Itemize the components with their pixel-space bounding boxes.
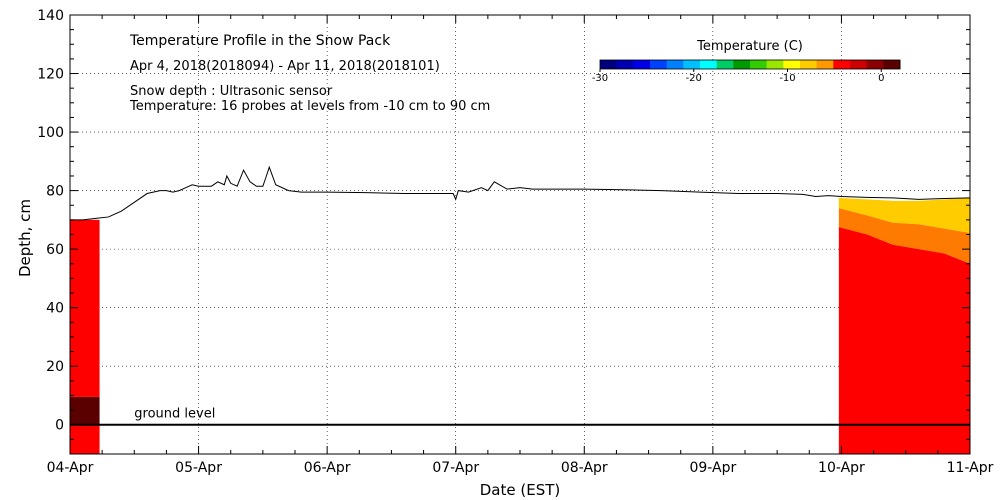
legend-swatch: [850, 60, 868, 69]
legend-swatch: [600, 60, 618, 69]
y-tick-label: 120: [37, 67, 64, 83]
legend-swatch: [833, 60, 851, 69]
legend-colorbar: -30 -20 -10 0: [592, 59, 901, 84]
legend-swatch: [716, 60, 734, 69]
legend-swatch: [733, 60, 751, 69]
x-tick-label: 09-Apr: [689, 460, 736, 476]
x-tick-label: 08-Apr: [561, 460, 608, 476]
x-tick-label: 07-Apr: [432, 460, 479, 476]
legend-swatch: [683, 60, 701, 69]
legend-swatch: [700, 60, 718, 69]
legend-swatch: [816, 60, 834, 69]
temperature-band-orange: [838, 208, 970, 264]
temperature-band: [70, 396, 100, 425]
snow-depth-series: [70, 165, 971, 221]
legend-swatch: [783, 60, 801, 69]
temperature-band: [70, 219, 100, 397]
note-snow-depth: Snow depth : Ultrasonic sensor: [130, 84, 333, 99]
legend-frame: [599, 59, 901, 70]
legend-swatch: [633, 60, 651, 69]
y-tick-label: 60: [46, 242, 64, 258]
legend-swatch: [866, 60, 884, 69]
legend-title: Temperature (C): [696, 39, 803, 54]
chart-title: Temperature Profile in the Snow Pack: [129, 33, 391, 49]
legend-swatch: [616, 60, 634, 69]
x-tick-label: 05-Apr: [175, 460, 222, 476]
axis-ticks: 04-Apr 05-Apr 06-Apr 07-Apr 08-Apr 09-Apr 10-A…: [37, 8, 993, 476]
y-tick-label: 40: [46, 301, 64, 317]
y-tick-label: 80: [46, 184, 64, 200]
y-tick-label: 100: [37, 125, 64, 141]
legend-tick-label: 0: [878, 73, 884, 84]
temperature-fills: [70, 197, 970, 454]
x-axis-label: Date (EST): [480, 481, 561, 499]
note-temperature: Temperature: 16 probes at levels from -1…: [129, 99, 490, 114]
temperature-band-red: [838, 227, 970, 454]
legend-swatch: [800, 60, 818, 69]
snow-depth-line: [70, 165, 971, 221]
x-tick-label: 04-Apr: [47, 460, 94, 476]
legend-tick-label: -30: [592, 73, 608, 84]
legend-tick-label: -20: [686, 73, 702, 84]
legend-swatch: [766, 60, 784, 69]
chart-subtitle: Apr 4, 2018(2018094) - Apr 11, 2018(2018…: [130, 59, 440, 74]
legend-swatch: [666, 60, 684, 69]
legend-swatch: [883, 60, 901, 69]
temperature-band: [70, 424, 100, 454]
y-axis-label: Depth, cm: [16, 199, 34, 277]
x-tick-label: 10-Apr: [818, 460, 865, 476]
temperature-band-yellow: [838, 197, 970, 234]
legend-swatch: [650, 60, 668, 69]
y-tick-label: 140: [37, 8, 64, 24]
y-tick-label: 20: [46, 359, 64, 375]
x-tick-label: 11-Apr: [947, 460, 994, 476]
y-tick-label: 0: [55, 418, 64, 434]
legend-tick-label: -10: [779, 73, 795, 84]
legend-swatch: [750, 60, 768, 69]
x-tick-label: 06-Apr: [304, 460, 351, 476]
ground-level-label: ground level: [134, 407, 215, 422]
plot-area: [70, 15, 970, 454]
